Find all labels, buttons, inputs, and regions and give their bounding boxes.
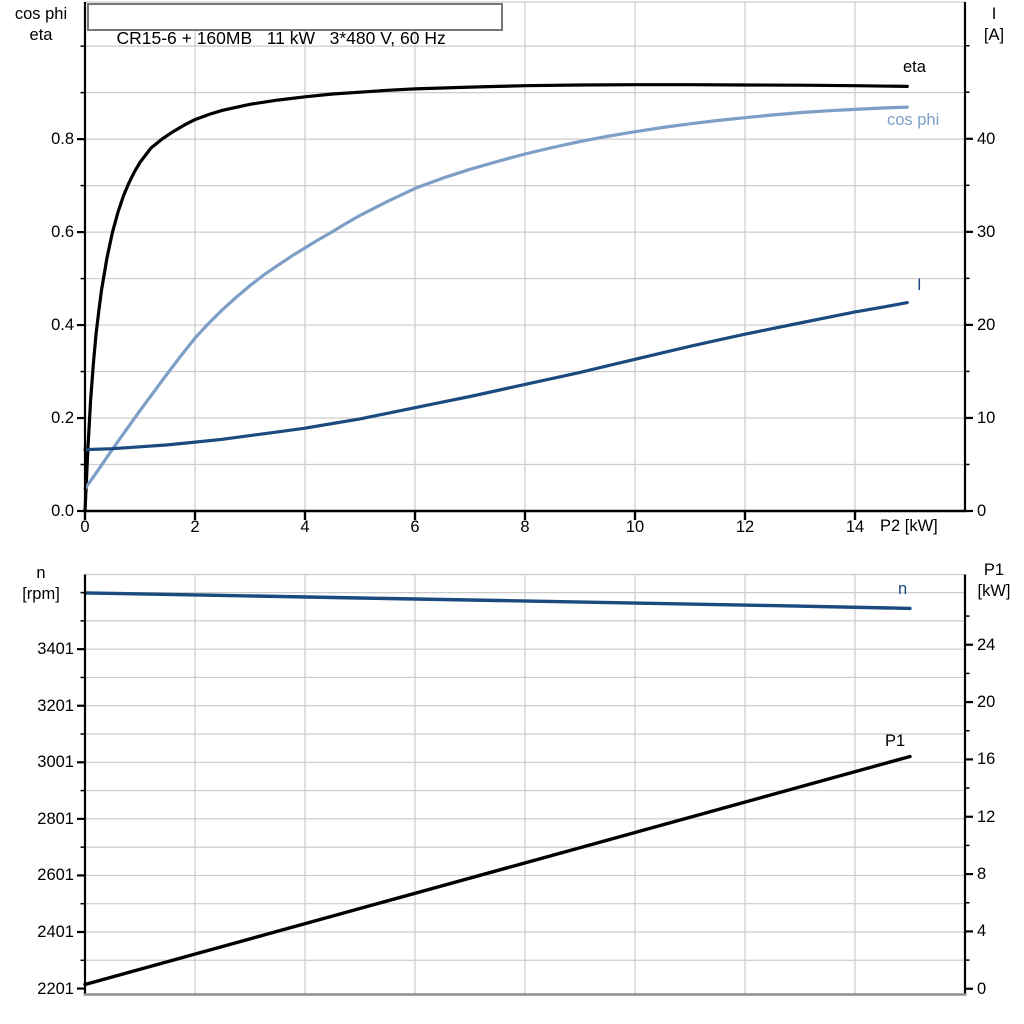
axis-label-eta: eta [29, 26, 53, 44]
x-tick-label: 8 [520, 518, 530, 536]
y-left-tick-label: 0.8 [51, 130, 74, 149]
axis-label-kw-unit: [kW] [977, 582, 1011, 600]
y-left-tick-label: 2601 [37, 866, 74, 885]
x-tick-label: 14 [845, 518, 865, 536]
axis-label-current: I [A] [968, 4, 1020, 46]
x-tick-label: 10 [625, 518, 645, 536]
axis-label-speed: n [rpm] [0, 563, 82, 605]
axis-label-cosphi-eta: cos phi eta [0, 4, 82, 46]
axis-label-n: n [36, 564, 46, 582]
x-tick-label: 6 [410, 518, 420, 536]
y-left-tick-label: 2401 [37, 922, 74, 941]
y-left-tick-label: 3001 [37, 753, 74, 772]
curve-cos_phi [83, 105, 909, 491]
x-tick-label: 0 [80, 518, 90, 536]
y-left-tick-label: 0.0 [51, 502, 74, 520]
y-left-tick-label: 3401 [37, 640, 74, 659]
y-right-tick-label: 20 [977, 315, 996, 334]
curve-label-P1: P1 [885, 732, 906, 750]
curve-label-cos_phi: cos phi [887, 111, 940, 129]
x-tick-label: 4 [300, 518, 310, 536]
y-left-tick-label: 0.4 [51, 316, 74, 335]
curve-label-n: n [898, 580, 908, 598]
axis-label-cosphi: cos phi [14, 5, 68, 23]
x-axis-label-p2: P2 [kW] [880, 517, 938, 535]
curve-label-eta: eta [903, 58, 926, 76]
y-right-tick-label: 24 [977, 635, 996, 654]
y-right-tick-label: 8 [977, 865, 987, 884]
curve-label-I: I [917, 276, 922, 294]
x-tick-label: 12 [735, 518, 755, 536]
y-left-tick-label: 0.6 [51, 223, 74, 242]
axis-label-p1: P1 [983, 561, 1005, 579]
curve-I [83, 301, 909, 452]
chart-info-text: CR15-6 + 160MB 11 kW 3*480 V, 60 Hz [116, 28, 446, 48]
x-tick-label: 2 [190, 518, 200, 536]
y-right-tick-label: 30 [977, 222, 996, 241]
y-left-tick-label: 3201 [37, 696, 74, 715]
axis-label-amps-unit: [A] [983, 26, 1005, 44]
curve-n [83, 591, 912, 611]
y-left-tick-label: 0.2 [51, 409, 74, 428]
curve-P1 [83, 754, 912, 987]
curve-eta [83, 83, 909, 513]
axis-label-power-input: P1 [kW] [968, 560, 1020, 602]
y-right-tick-label: 4 [977, 922, 987, 941]
y-left-tick-label: 2201 [37, 979, 74, 998]
axis-label-rpm-unit: [rpm] [22, 585, 60, 603]
y-right-tick-label: 0 [977, 502, 987, 520]
chart-info-header: CR15-6 + 160MB 11 kW 3*480 V, 60 Hz [87, 3, 503, 48]
y-right-tick-label: 20 [977, 693, 996, 712]
axis-label-i: I [991, 5, 997, 23]
y-right-tick-label: 16 [977, 750, 996, 769]
y-left-tick-label: 2801 [37, 809, 74, 828]
y-right-tick-label: 12 [977, 807, 996, 826]
y-right-tick-label: 0 [977, 979, 987, 998]
y-right-tick-label: 40 [977, 129, 996, 148]
y-right-tick-label: 10 [977, 408, 996, 427]
